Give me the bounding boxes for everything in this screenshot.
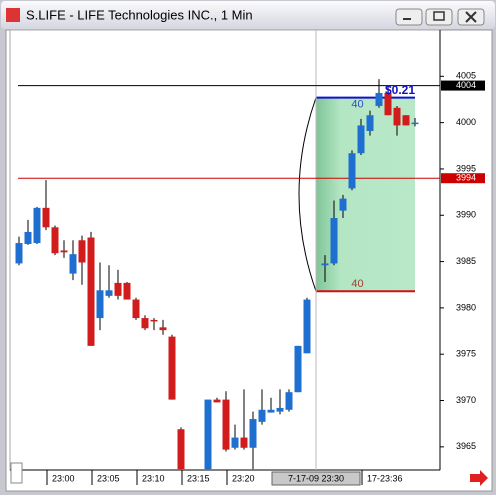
crosshair-time-label: 7-17-09 23:30: [288, 473, 344, 483]
maximize-icon: [433, 11, 445, 21]
measure-range-label: $0.21: [385, 83, 415, 97]
candle-body: [357, 125, 365, 154]
price-label-box: [441, 173, 485, 184]
candle-body: [123, 282, 131, 300]
close-icon: [465, 11, 477, 23]
plot: 40 40 3965 3970 3975 3980 3985 3990 3995 4000 4005…: [15, 30, 485, 486]
scroll-box[interactable]: [10, 462, 23, 484]
candle-body: [168, 336, 176, 400]
measure-bottom-label: 40: [351, 278, 363, 290]
candle-body: [321, 263, 329, 266]
y-tick-label: 4000: [456, 117, 476, 127]
candle-body: [411, 122, 419, 125]
candle-body: [141, 318, 149, 329]
candle-body: [42, 207, 50, 228]
candle-body: [339, 198, 347, 211]
minimize-icon: [403, 18, 411, 20]
app-icon: [6, 8, 20, 22]
y-tick-label: 3995: [456, 163, 476, 173]
candle-body: [204, 399, 212, 470]
candle-body: [87, 237, 95, 346]
y-tick-label: 4005: [456, 71, 476, 81]
x-tick-label: 23:15: [187, 473, 210, 483]
candle-body: [240, 437, 248, 448]
candle-body: [294, 345, 302, 393]
candle-body: [222, 399, 230, 450]
y-tick-label: 3990: [456, 210, 476, 220]
candle-body: [51, 227, 59, 254]
candle-body: [150, 319, 158, 322]
title-bar: [1, 1, 495, 29]
y-tick-label: 3985: [456, 256, 476, 266]
candle-body: [213, 399, 221, 403]
candle-body: [24, 231, 32, 244]
measure-top-label: 40: [351, 99, 363, 111]
candle-body: [285, 392, 293, 410]
candle-body: [96, 290, 104, 319]
candle-body: [375, 92, 383, 106]
x-tick-label: 23:10: [142, 473, 165, 483]
candle-body: [348, 153, 356, 189]
candle-body: [393, 107, 401, 126]
candle-body: [258, 409, 266, 422]
candle-body: [177, 429, 185, 470]
crosshair-time-box: [271, 471, 361, 486]
candle-body: [303, 299, 311, 354]
x-tick-label: 23:20: [232, 473, 255, 483]
x-tick-label: 17-23:36: [367, 473, 403, 483]
measure-arc: [298, 97, 317, 292]
price-label: 4004: [456, 80, 476, 90]
candle-body: [276, 407, 284, 412]
x-tick-label: 23:05: [97, 473, 120, 483]
candle-body: [69, 254, 77, 274]
x-tick-label: 23:00: [52, 473, 75, 483]
candle-body: [132, 299, 140, 319]
candle-body: [384, 92, 392, 116]
candle-body: [402, 115, 410, 126]
candle-body: [231, 437, 239, 448]
candle-body: [114, 282, 122, 296]
minimize-button[interactable]: [395, 8, 423, 26]
candle-body: [267, 409, 275, 413]
candle-body: [330, 218, 338, 264]
price-label: 3994: [456, 173, 476, 183]
candle-body: [15, 243, 23, 264]
candle-body: [33, 207, 41, 244]
y-tick-label: 3965: [456, 441, 476, 451]
y-tick-label: 3975: [456, 349, 476, 359]
price-label-box: [441, 80, 485, 91]
maximize-button[interactable]: [425, 8, 453, 26]
candle-body: [60, 250, 68, 253]
candle-body: [159, 327, 167, 331]
y-tick-label: 3980: [456, 302, 476, 312]
scroll-arrow[interactable]: [470, 470, 488, 486]
y-tick-label: 3970: [456, 395, 476, 405]
candle-body: [105, 290, 113, 296]
candle-body: [78, 240, 86, 263]
candle-body: [366, 115, 374, 131]
window-title: S.LIFE - LIFE Technologies INC., 1 Min: [26, 7, 253, 22]
candle-body: [249, 419, 257, 448]
